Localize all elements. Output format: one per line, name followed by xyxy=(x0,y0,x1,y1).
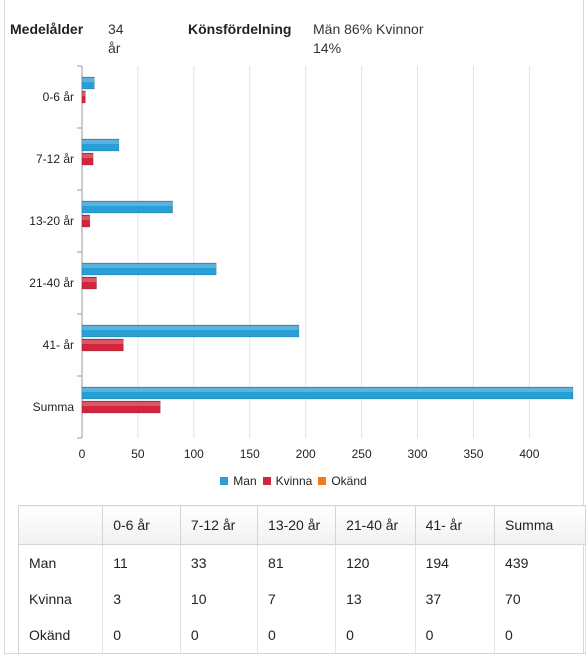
table-cell: 0 xyxy=(414,617,496,654)
table-cell: 70 xyxy=(494,581,586,617)
bar-man xyxy=(81,138,120,152)
x-tick-label: 100 xyxy=(184,447,204,461)
table-cell: 0 xyxy=(179,617,259,654)
table-cell: 0 xyxy=(335,617,416,654)
bar-highlight xyxy=(82,326,299,330)
bar-highlight xyxy=(82,78,95,82)
table-header-cell: 13-20 år xyxy=(257,505,337,545)
table-cell: 439 xyxy=(494,544,586,581)
legend-swatch xyxy=(318,477,327,485)
bar-highlight xyxy=(82,388,573,392)
bar-highlight xyxy=(82,202,173,206)
table-cell: 7 xyxy=(257,581,337,617)
gender-distribution-value: Män 86% Kvinnor 14% xyxy=(313,21,424,56)
table-header-row: 0-6 år 7-12 år 13-20 år 21-40 år 41- år Summa xyxy=(17,505,586,545)
table-cell: Okänd xyxy=(17,617,104,654)
x-tick-label: 0 xyxy=(79,447,86,461)
table-header-cell: 7-12 år xyxy=(179,505,259,545)
table-header-cell: 21-40 år xyxy=(335,505,416,545)
category-label: 13-20 år xyxy=(29,214,74,228)
bar-man xyxy=(81,200,173,214)
table-row: Kvinna 3 10 7 13 37 70 xyxy=(17,581,586,617)
bar-kvinna xyxy=(81,276,97,290)
legend-label: Man xyxy=(233,474,257,488)
legend-label: Kvinna xyxy=(275,474,313,488)
x-tick-label: 400 xyxy=(519,447,539,461)
average-age-value: 34 år xyxy=(108,21,124,56)
legend-swatch xyxy=(220,477,229,485)
table-row: Man 11 33 81 120 194 439 xyxy=(17,544,586,581)
table-cell: Man xyxy=(17,544,104,581)
table-header-cell: 41- år xyxy=(414,505,496,545)
bar-highlight xyxy=(82,140,119,144)
table-cell: 194 xyxy=(414,544,496,581)
x-tick-label: 300 xyxy=(408,447,428,461)
bar-man xyxy=(81,76,95,90)
category-label: 41- år xyxy=(43,338,74,352)
bar-kvinna xyxy=(81,338,124,352)
bar-kvinna xyxy=(81,152,94,166)
legend-label: Okänd xyxy=(331,474,367,488)
table-cell: 0 xyxy=(102,617,181,654)
bar-highlight xyxy=(82,216,90,220)
legend-item-okänd[interactable]: Okänd xyxy=(318,474,367,488)
table-cell: 10 xyxy=(179,581,259,617)
bar-man xyxy=(81,386,574,400)
table-cell: 37 xyxy=(414,581,496,617)
data-table: 0-6 år 7-12 år 13-20 år 21-40 år 41- år Summa… xyxy=(17,505,586,654)
x-tick-label: 250 xyxy=(352,447,372,461)
bar-man xyxy=(81,324,300,338)
category-label: 0-6 år xyxy=(43,90,74,104)
table-cell: 13 xyxy=(335,581,416,617)
average-age-label: Medelålder xyxy=(10,21,84,37)
legend-swatch xyxy=(262,477,271,485)
legend-item-kvinna[interactable]: Kvinna xyxy=(262,474,313,488)
bar-kvinna xyxy=(81,90,86,104)
chart-legend: Man Kvinna Okänd xyxy=(0,474,587,488)
table-cell: Kvinna xyxy=(17,581,104,617)
table-cell: 0 xyxy=(494,617,586,654)
bar-man xyxy=(81,262,217,276)
table-cell: 81 xyxy=(257,544,337,581)
bar-highlight xyxy=(82,278,97,282)
bar-kvinna xyxy=(81,214,91,228)
table-header-cell xyxy=(17,505,104,545)
bar-highlight xyxy=(82,92,86,96)
table-cell: 120 xyxy=(335,544,416,581)
x-tick-label: 50 xyxy=(131,447,145,461)
category-label: 7-12 år xyxy=(36,152,74,166)
statistics-panel xyxy=(4,0,584,654)
table-cell: 33 xyxy=(179,544,259,581)
table-cell: 0 xyxy=(257,617,337,654)
table-header-cell: 0-6 år xyxy=(102,505,181,545)
table-row: Okänd 0 0 0 0 0 0 xyxy=(17,617,586,654)
x-tick-label: 200 xyxy=(296,447,316,461)
category-label: 21-40 år xyxy=(29,276,74,290)
bar-highlight xyxy=(82,154,94,158)
gender-distribution-label: Könsfördelning xyxy=(188,21,292,37)
bar-kvinna xyxy=(81,400,161,414)
legend-item-man[interactable]: Man xyxy=(220,474,257,488)
age-gender-bar-chart: 0-6 år 7-12 år 13-20 år 21-40 år 41- år Summa… xyxy=(29,65,574,461)
x-tick-label: 150 xyxy=(240,447,260,461)
x-tick-label: 350 xyxy=(463,447,483,461)
table-cell: 3 xyxy=(102,581,181,617)
table-cell: 11 xyxy=(102,544,181,581)
bar-highlight xyxy=(82,264,217,268)
bar-highlight xyxy=(82,402,161,406)
category-label: Summa xyxy=(33,400,75,414)
table-header-cell: Summa xyxy=(494,505,586,545)
bar-highlight xyxy=(82,340,124,344)
